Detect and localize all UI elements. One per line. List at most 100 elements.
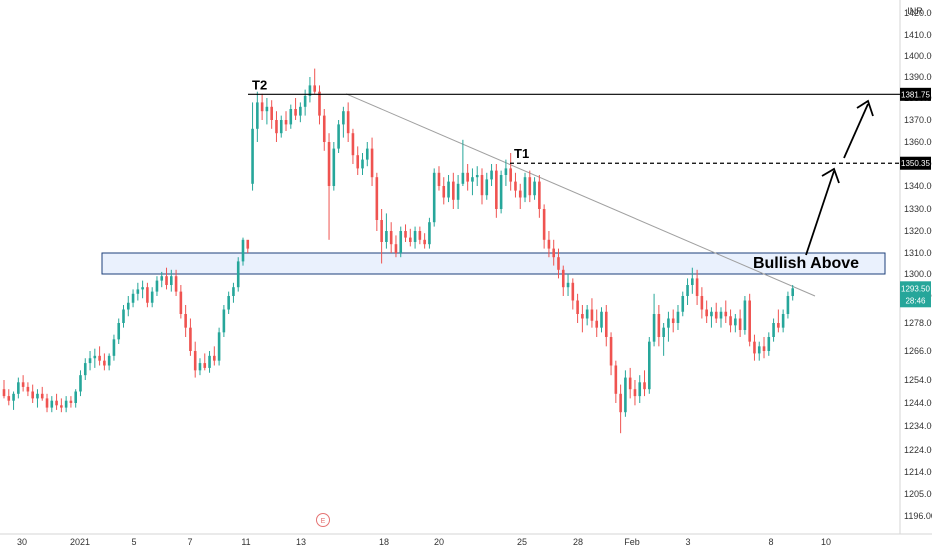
candle [495,164,498,218]
candle-body [480,175,484,196]
candle-body [619,393,622,413]
candle [370,137,374,186]
candle-body [499,175,503,209]
candle [667,311,670,342]
candle [126,296,130,317]
candle [777,309,780,333]
candle-body [437,172,441,186]
candle [93,348,97,368]
candle-body [179,291,183,314]
candle [614,360,618,403]
candle-body [729,316,732,326]
candle [566,274,570,296]
y-tick-label: 1390.00 [904,72,932,82]
last-price-badge-text: 1293.50 [901,284,930,293]
candle-body [146,287,149,303]
price-axis: 1196.00 1205.00 1214.00 1224.00 1234.00 1244.… [904,8,932,521]
candle-body [518,190,522,198]
candle-body [686,285,689,296]
candle-body [64,400,68,408]
candle-body [738,318,742,330]
candle [695,269,699,305]
y-tick-label: 1420.00 [904,8,932,18]
candle-body [514,181,517,191]
candle-body [260,102,264,112]
y-tick-label: 1370.00 [904,115,932,125]
level-label-t2: T2 [252,77,267,92]
y-tick-label: 1278.00 [904,318,932,328]
candle-body [12,393,15,401]
candle [743,296,747,335]
candle-body [576,300,579,314]
candle [538,175,541,218]
level-label-t1: T1 [514,146,529,161]
candle-body [777,323,780,328]
candle [585,305,589,326]
candle-body [705,309,708,317]
candle-body [485,179,489,196]
candle [356,146,360,175]
candle [284,111,288,131]
candle [174,269,178,296]
event-marker-circle [316,513,330,527]
candle-body [303,95,307,107]
candle [686,278,689,305]
candle-body [275,120,278,134]
candle [337,120,340,153]
candle [547,231,551,258]
candle [714,302,718,323]
candle-body [585,309,589,319]
x-tick-label: 5 [131,537,136,547]
event-marker[interactable]: E [316,513,330,527]
candle-body [332,148,336,186]
arrow-to-t1-head [821,167,840,184]
x-tick-label: 18 [379,537,389,547]
candle-body [60,405,63,408]
candle [437,166,441,191]
candle-body [542,209,546,240]
price-badges-group: 1381.75 1350.35 1293.50 28:46 [900,87,931,308]
candle-body [184,314,187,328]
candle [361,153,364,175]
candle-body [26,386,30,392]
candle [122,305,125,328]
x-tick-label: 7 [187,537,192,547]
candle [60,398,63,413]
level-badge-text: 1350.35 [901,159,930,168]
candle [346,102,350,142]
candle [404,224,407,242]
candle [581,305,584,333]
candle-body [719,311,723,319]
candle-body [50,400,54,408]
candle [413,226,417,249]
candle-body [7,396,11,401]
candle-body [404,231,407,238]
candle [490,164,493,186]
candle [327,133,331,240]
candle-body [98,355,101,361]
candle [399,226,403,258]
candle [724,300,728,323]
candle-body [571,282,575,301]
candle-body [590,309,594,321]
candle-body [648,341,651,390]
candle-body [299,106,302,116]
candle-body [217,332,221,361]
arrow-to-t2-head [856,99,874,117]
candle-body [399,231,403,253]
candle [423,233,426,249]
y-tick-label: 1340.00 [904,181,932,191]
candle [36,389,39,408]
candle-body [232,287,235,296]
candle [251,102,254,191]
candle-body [561,269,565,288]
candle-body [136,289,140,294]
candle [691,267,694,294]
candle [418,226,422,245]
candle-body [495,170,498,209]
candle-body [270,106,273,120]
candle-body [222,309,226,333]
candle [772,318,775,342]
candle [662,323,665,356]
